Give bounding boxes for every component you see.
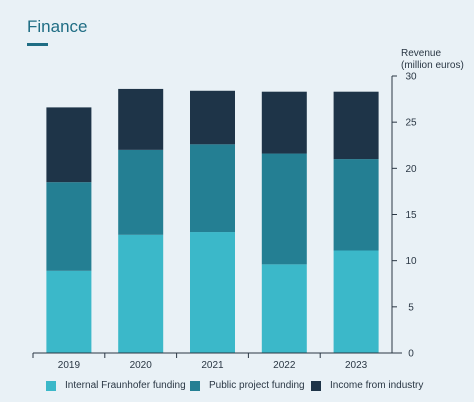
bar-2022-series-2 (261, 91, 307, 154)
legend-swatch (311, 380, 321, 391)
bar-2023-series-2 (333, 91, 379, 160)
y-tick-label: 5 (408, 302, 414, 313)
bar-2023-series-0 (333, 250, 379, 353)
legend-swatch (46, 380, 56, 391)
bars-group (46, 88, 379, 353)
legend-label: Income from industry (330, 380, 424, 391)
y-tick-label: 15 (405, 210, 417, 221)
stacked-bar-chart: 0 5 10 15 20 25 30 2019 2020 2021 2022 2023 Revenu… (32, 48, 464, 371)
y-axis-label-line2: (million euros) (401, 60, 464, 71)
y-tick-label: 25 (405, 118, 417, 129)
bar-2019-series-2 (46, 107, 92, 183)
legend-item-2: Income from industry (311, 380, 423, 391)
bar-2021-series-1 (190, 144, 235, 233)
x-tick-label: 2022 (273, 360, 296, 371)
bar-2021-series-2 (190, 90, 235, 145)
x-tick-label: 2023 (345, 360, 368, 371)
x-ticks-group: 2019 2020 2021 2022 2023 (32, 353, 368, 371)
y-tick-label: 0 (408, 349, 414, 360)
x-tick-label: 2021 (201, 360, 224, 371)
bar-2019-series-1 (46, 182, 92, 271)
y-tick-label: 30 (405, 72, 417, 83)
bar-2023-series-1 (333, 159, 379, 251)
y-tick-label: 20 (405, 164, 417, 175)
legend: Internal Fraunhofer funding Public projec… (0, 378, 474, 398)
y-ticks-group: 0 5 10 15 20 25 30 (392, 72, 417, 360)
bar-2021-series-0 (190, 232, 235, 353)
y-tick-label: 10 (405, 256, 417, 267)
x-tick-label: 2020 (130, 360, 153, 371)
y-axis-label-line1: Revenue (401, 48, 441, 59)
bar-2020-series-1 (118, 149, 164, 235)
bar-2022-series-0 (261, 264, 307, 353)
page-title: Finance (27, 17, 88, 36)
bar-2022-series-1 (261, 153, 307, 265)
legend-swatch (190, 380, 200, 391)
legend-item-0: Internal Fraunhofer funding (46, 380, 186, 391)
legend-item-1: Public project funding (190, 380, 305, 391)
x-tick-label: 2019 (58, 360, 81, 371)
title-underline (27, 43, 48, 46)
bar-2019-series-0 (46, 270, 92, 353)
bar-2020-series-0 (118, 234, 164, 353)
legend-label: Public project funding (209, 380, 305, 391)
bar-2020-series-2 (118, 88, 164, 150)
legend-label: Internal Fraunhofer funding (65, 380, 186, 391)
